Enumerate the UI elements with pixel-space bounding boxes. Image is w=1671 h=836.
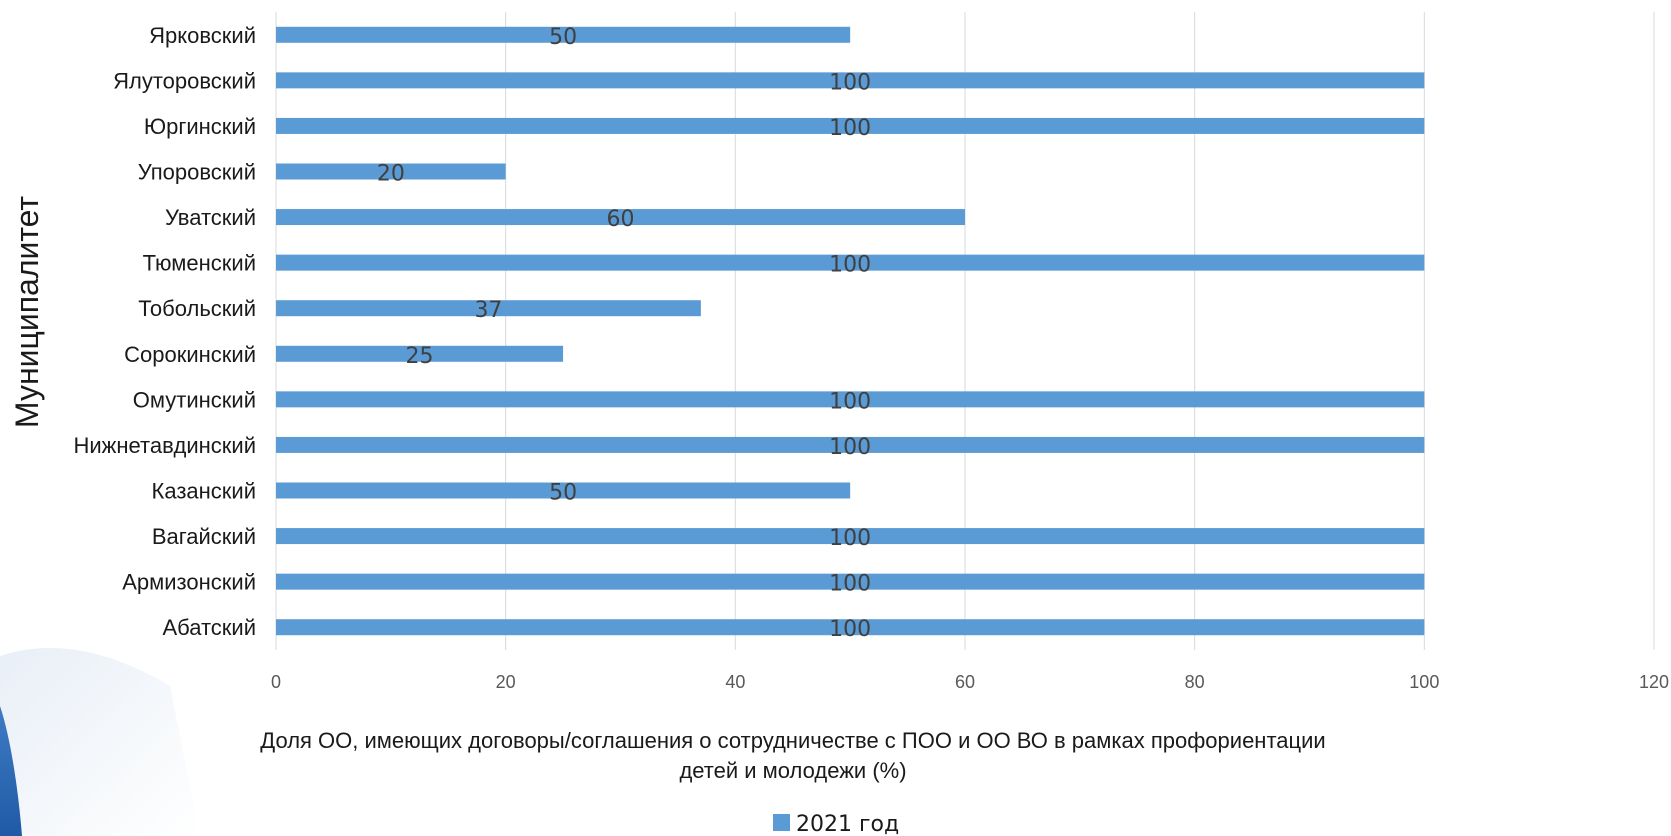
y-tick-label: Тюменский xyxy=(143,251,256,276)
bar xyxy=(276,436,1425,453)
x-tick-label: 0 xyxy=(271,672,281,692)
data-label: 100 xyxy=(829,116,871,141)
bar xyxy=(276,300,701,317)
y-tick-label: Тобольский xyxy=(138,296,256,321)
bar xyxy=(276,619,1425,636)
bar xyxy=(276,345,564,362)
x-axis-title-line-1: Доля ОО, имеющих договоры/соглашения о с… xyxy=(260,728,1325,753)
data-label: 100 xyxy=(829,617,871,642)
y-tick-label: Омутинский xyxy=(133,387,256,412)
y-tick-label: Ялуторовский xyxy=(113,68,256,93)
x-tick-labels: 0 20 40 60 80 100 120 xyxy=(271,672,1669,692)
bar xyxy=(276,528,1425,545)
data-label: 100 xyxy=(829,70,871,95)
x-tick-label: 20 xyxy=(496,672,516,692)
x-tick-label: 100 xyxy=(1409,672,1439,692)
data-label: 50 xyxy=(549,25,577,50)
legend-swatch xyxy=(773,814,790,831)
y-tick-label: Сорокинский xyxy=(124,342,256,367)
bar xyxy=(276,163,506,180)
bar xyxy=(276,117,1425,134)
bar xyxy=(276,209,965,226)
data-label: 60 xyxy=(607,207,635,232)
data-label: 100 xyxy=(829,435,871,460)
data-label: 25 xyxy=(406,344,434,369)
x-tick-label: 120 xyxy=(1639,672,1669,692)
bar xyxy=(276,482,851,499)
data-labels: 100 100 100 50 100 100 25 37 100 60 20 100 100 50 xyxy=(377,25,871,642)
y-tick-label: Нижнетавдинский xyxy=(73,433,256,458)
x-tick-label: 40 xyxy=(725,672,745,692)
data-label: 37 xyxy=(474,298,502,323)
bar xyxy=(276,254,1425,271)
grid-lines xyxy=(275,12,1655,650)
bar xyxy=(276,573,1425,590)
legend-label: 2021 год xyxy=(796,812,899,836)
y-tick-label: Вагайский xyxy=(152,524,256,549)
bars xyxy=(276,26,1425,636)
data-label: 100 xyxy=(829,572,871,597)
y-tick-label: Армизонский xyxy=(122,570,256,595)
y-tick-label: Юргинский xyxy=(144,114,256,139)
y-tick-label: Ярковский xyxy=(149,23,256,48)
y-tick-label: Казанский xyxy=(152,479,256,504)
data-label: 100 xyxy=(829,389,871,414)
y-tick-label: Упоровский xyxy=(138,160,256,185)
y-tick-label: Уватский xyxy=(165,205,256,230)
data-label: 100 xyxy=(829,253,871,278)
x-tick-label: 60 xyxy=(955,672,975,692)
bar xyxy=(276,391,1425,408)
y-axis-title: Муниципалитет xyxy=(9,196,45,428)
data-label: 100 xyxy=(829,526,871,551)
x-tick-label: 80 xyxy=(1185,672,1205,692)
x-axis-title-line-2: детей и молодежи (%) xyxy=(679,758,906,783)
data-label: 20 xyxy=(377,162,405,187)
bar xyxy=(276,72,1425,89)
bar xyxy=(276,26,851,43)
data-label: 50 xyxy=(549,481,577,506)
y-tick-label: Абатский xyxy=(162,615,256,640)
legend: 2021 год xyxy=(773,812,899,836)
y-tick-labels: Абатский Армизонский Вагайский Казанский Ниж… xyxy=(73,23,256,640)
